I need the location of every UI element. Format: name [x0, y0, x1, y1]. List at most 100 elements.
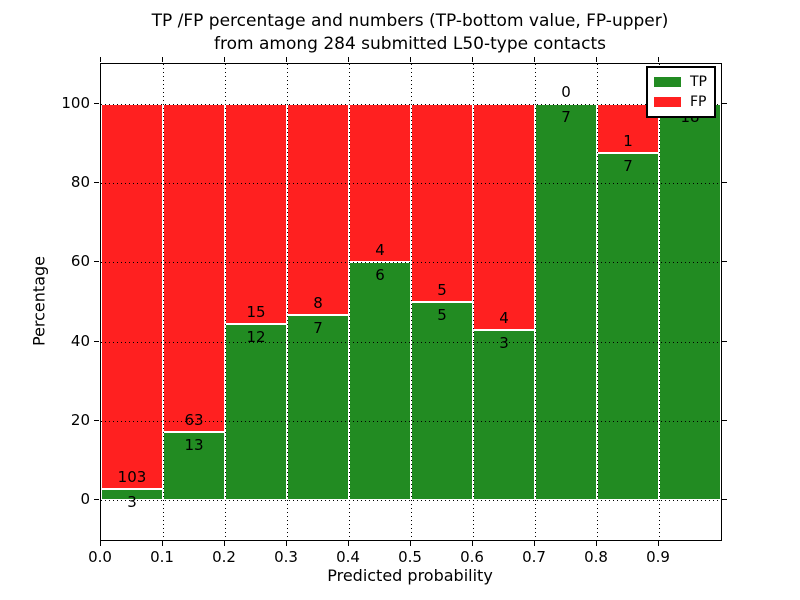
x-tick-bottom — [410, 541, 411, 546]
x-tick-bottom — [658, 541, 659, 546]
bar-segment-tp — [659, 103, 721, 501]
bar-segment-tp — [535, 103, 597, 501]
bar-segment-tp — [287, 315, 349, 501]
legend-label-fp: FP — [690, 94, 707, 110]
x-gridline — [473, 64, 474, 540]
x-gridline — [597, 64, 598, 540]
x-tick-top — [658, 57, 659, 62]
bar-segment-fp — [411, 103, 473, 302]
x-gridline — [349, 64, 350, 540]
tp-count-label: 3 — [499, 334, 509, 353]
y-tick-right — [722, 182, 727, 183]
tp-count-label: 5 — [437, 306, 447, 324]
x-tick-top — [224, 57, 225, 62]
plot-area: 103363131512874655430717018 — [100, 63, 722, 541]
bar-segment-tp — [101, 489, 163, 501]
fp-count-label: 15 — [246, 303, 266, 322]
fp-count-label: 8 — [313, 294, 323, 313]
tp-count-label: 7 — [561, 107, 571, 126]
legend-entry-fp: FP — [654, 92, 714, 112]
fp-count-label: 103 — [117, 468, 147, 487]
y-tick-label: 20 — [70, 411, 90, 429]
x-tick-bottom — [348, 541, 349, 546]
x-gridline — [535, 64, 536, 540]
y-tick-label: 80 — [70, 173, 90, 191]
x-tick-top — [286, 57, 287, 62]
x-tick-bottom — [162, 541, 163, 546]
bar-segment-fp — [287, 103, 349, 316]
bar-segment-tp — [225, 324, 287, 501]
bar-segment-fp — [101, 103, 163, 490]
y-tick-label: 60 — [70, 252, 90, 271]
y-tick-right — [722, 420, 727, 421]
fp-count-label: 0 — [561, 82, 571, 101]
bar-segment-tp — [597, 153, 659, 501]
tp-count-label: 7 — [313, 319, 323, 338]
y-tick-right — [722, 340, 727, 342]
x-tick-label: 0.9 — [646, 548, 670, 566]
fp-count-label: 5 — [437, 281, 447, 299]
y-tick-right — [722, 499, 727, 501]
y-tick-right — [722, 102, 727, 104]
y-tick-left — [94, 182, 99, 183]
tp-count-label: 13 — [184, 436, 204, 455]
x-tick-top — [596, 57, 597, 62]
x-gridline — [659, 64, 660, 540]
y-tick-right — [722, 261, 727, 263]
x-tick-bottom — [224, 541, 225, 546]
x-tick-label: 0.6 — [460, 548, 484, 566]
bar-segment-tp — [349, 262, 411, 501]
chart-title-line1: TP /FP percentage and numbers (TP-bottom… — [151, 11, 669, 31]
y-tick-label: 100 — [61, 93, 90, 112]
x-tick-label: 0.8 — [584, 548, 608, 566]
x-tick-label: 0.0 — [88, 548, 112, 566]
x-tick-bottom — [286, 541, 287, 546]
x-gridline — [287, 64, 288, 540]
legend: TP FP — [646, 66, 716, 118]
y-tick-left — [94, 499, 99, 501]
x-tick-bottom — [596, 541, 597, 546]
x-tick-bottom — [472, 541, 473, 546]
y-tick-left — [94, 102, 99, 104]
fp-count-label: 63 — [184, 411, 204, 430]
x-tick-label: 0.7 — [522, 548, 546, 566]
x-gridline — [411, 64, 412, 540]
tp-count-label: 12 — [246, 328, 266, 347]
bar-segment-tp — [473, 330, 535, 501]
y-tick-label: 40 — [70, 331, 90, 350]
bar-segment-fp — [163, 103, 225, 433]
fp-count-label: 4 — [499, 309, 509, 328]
chart-title: TP /FP percentage and numbers (TP-bottom… — [100, 10, 720, 56]
y-tick-left — [94, 340, 99, 342]
x-axis-label: Predicted probability — [327, 566, 493, 585]
x-tick-top — [100, 57, 101, 62]
y-tick-left — [94, 261, 99, 263]
y-tick-left — [94, 420, 99, 421]
x-tick-label: 0.1 — [150, 548, 174, 566]
x-tick-bottom — [534, 541, 535, 546]
x-tick-label: 0.2 — [212, 548, 236, 566]
legend-label-tp: TP — [690, 74, 707, 90]
x-gridline — [225, 64, 226, 540]
x-tick-bottom — [100, 541, 101, 546]
bar-segment-fp — [225, 103, 287, 325]
chart-title-line2: from among 284 submitted L50-type contac… — [214, 34, 606, 54]
tp-count-label: 6 — [375, 266, 385, 285]
tp-color-swatch — [654, 77, 681, 87]
x-tick-top — [410, 57, 411, 62]
x-tick-top — [534, 57, 535, 62]
x-tick-top — [348, 57, 349, 62]
fp-count-label: 4 — [375, 241, 385, 260]
x-tick-label: 0.5 — [398, 548, 422, 566]
x-tick-top — [472, 57, 473, 62]
x-gridline — [163, 64, 164, 540]
x-tick-label: 0.4 — [336, 548, 360, 566]
bar-segment-fp — [473, 103, 535, 331]
legend-entry-tp: TP — [654, 72, 714, 92]
fp-color-swatch — [654, 97, 681, 107]
fp-count-label: 1 — [623, 132, 633, 151]
tp-count-label: 3 — [127, 493, 137, 512]
bar-segment-tp — [411, 302, 473, 501]
x-tick-top — [162, 57, 163, 62]
